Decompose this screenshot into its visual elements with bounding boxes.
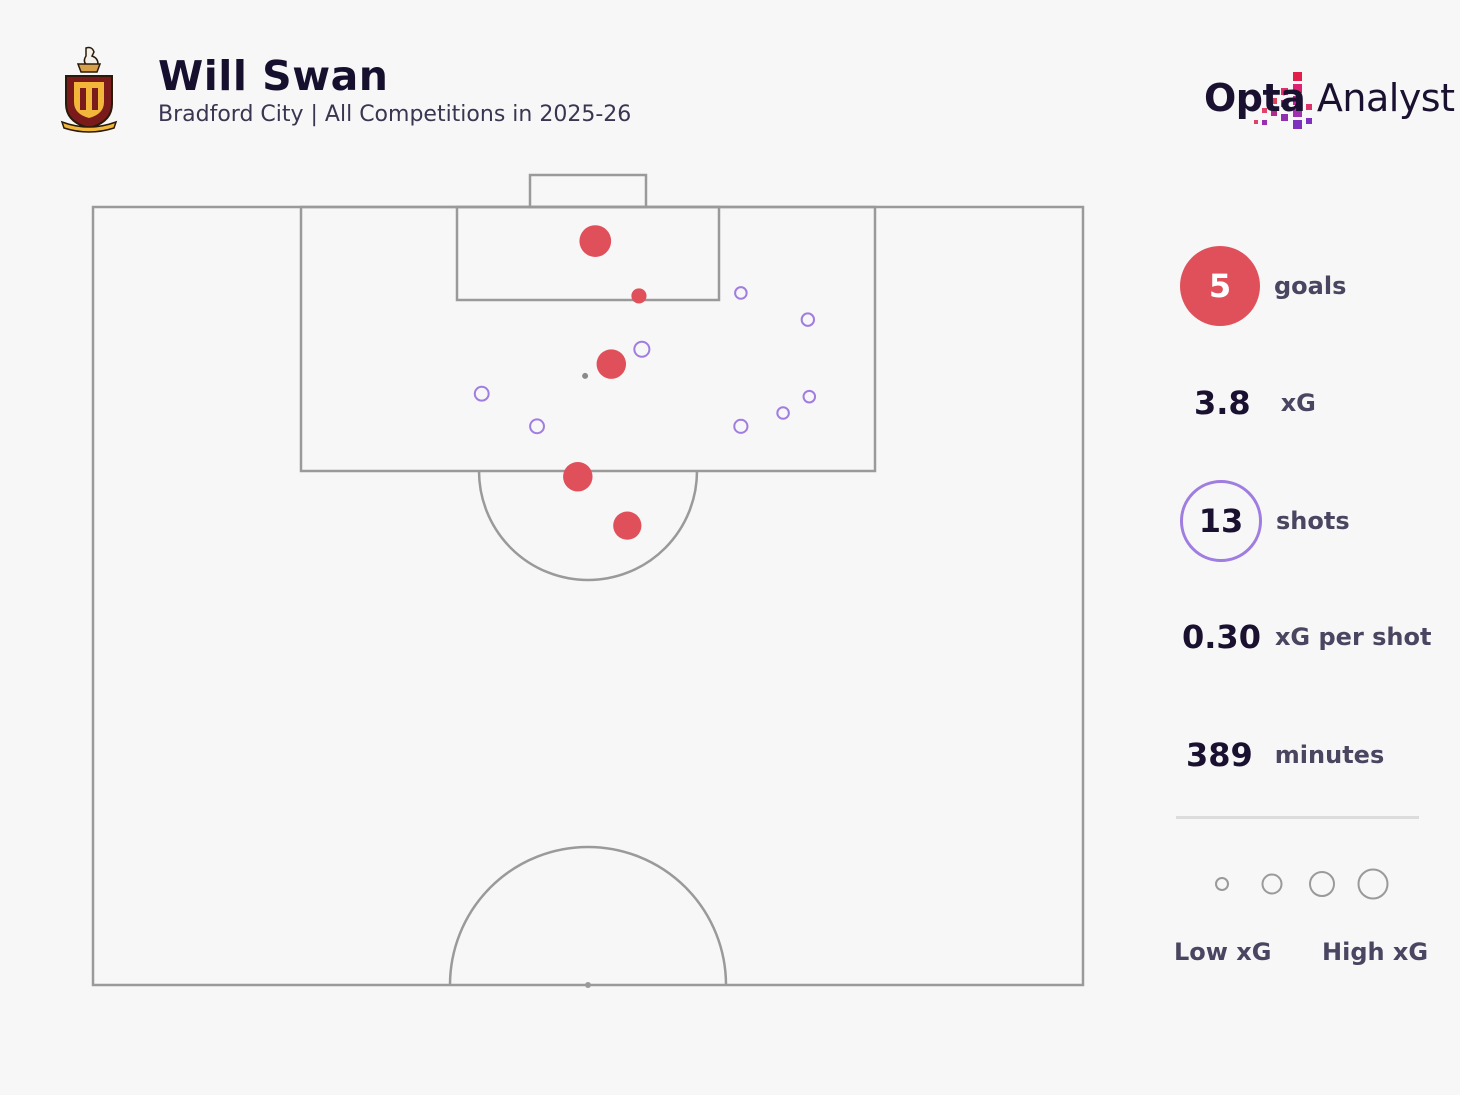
xg-row: 3.8 xG [1194,384,1316,422]
opta-bars-icon [1254,72,1312,129]
goals-value: 5 [1208,267,1232,305]
xg-per-shot-label: xG per shot [1274,623,1432,651]
xg-value: 3.8 [1194,384,1251,422]
legend-circle-4 [1357,868,1389,900]
shot-miss-marker-8 [633,340,651,358]
xg-size-legend [1215,868,1389,900]
goals-label: goals [1274,272,1347,300]
xg-per-shot-value: 0.30 [1182,618,1261,656]
xg-per-shot-row: 0.30 xG per shot [1182,618,1431,656]
pitch-outline [91,205,1085,987]
centre-spot [585,982,591,988]
legend-circle-2 [1261,873,1283,895]
six-yard-box [455,205,721,302]
shots-value: 13 [1198,502,1244,540]
shots-layer [473,225,817,540]
legend-circle-3 [1309,871,1335,897]
shot-miss-marker-6 [734,286,748,300]
centre-circle [448,845,728,986]
club-crest-icon [60,46,118,133]
shot-map-pitch [91,173,1085,988]
minutes-value: 389 [1186,736,1253,774]
goals-circle: 5 [1180,246,1260,326]
shot-miss-marker-12 [776,406,790,420]
shot-miss-marker-10 [529,418,545,435]
legend-high-label: High xG [1322,938,1429,966]
xg-label: xG [1280,389,1316,417]
page-title: Will Swan [158,52,389,100]
shots-circle: 13 [1180,480,1262,562]
legend-circle-1 [1215,877,1229,891]
shot-goal-marker-4 [563,461,593,492]
penalty-arc [477,470,699,582]
shots-row: 13 shots [1180,480,1350,562]
shot-goal-marker-2 [631,288,647,304]
brand-regular: Analyst [1305,76,1455,120]
goal-frame [528,173,648,209]
minutes-label: minutes [1274,741,1385,769]
page-subtitle: Bradford City | All Competitions in 2025… [158,102,632,127]
shot-miss-marker-13 [802,389,817,404]
shots-label: shots [1276,507,1350,535]
shot-miss-marker-11 [733,418,749,434]
shot-other-marker-14 [582,372,589,379]
legend-low-label: Low xG [1174,938,1272,966]
header: Will Swan Bradford City | All Competitio… [0,0,1460,150]
shot-goal-marker-1 [579,225,612,257]
minutes-row: 389 minutes [1186,736,1384,774]
shot-goal-marker-3 [596,349,627,379]
goals-row: 5 goals [1180,246,1346,326]
shot-miss-marker-9 [473,385,490,402]
stats-divider [1176,816,1419,819]
shot-miss-marker-7 [800,312,816,327]
brand-wordmark: Opta Analyst [1204,76,1455,120]
shot-goal-marker-5 [613,511,642,540]
stats-panel: 5 goals 3.8 xG 13 shots 0.30 xG per shot… [1150,230,1450,1010]
brand-bold: Opta [1204,76,1306,120]
